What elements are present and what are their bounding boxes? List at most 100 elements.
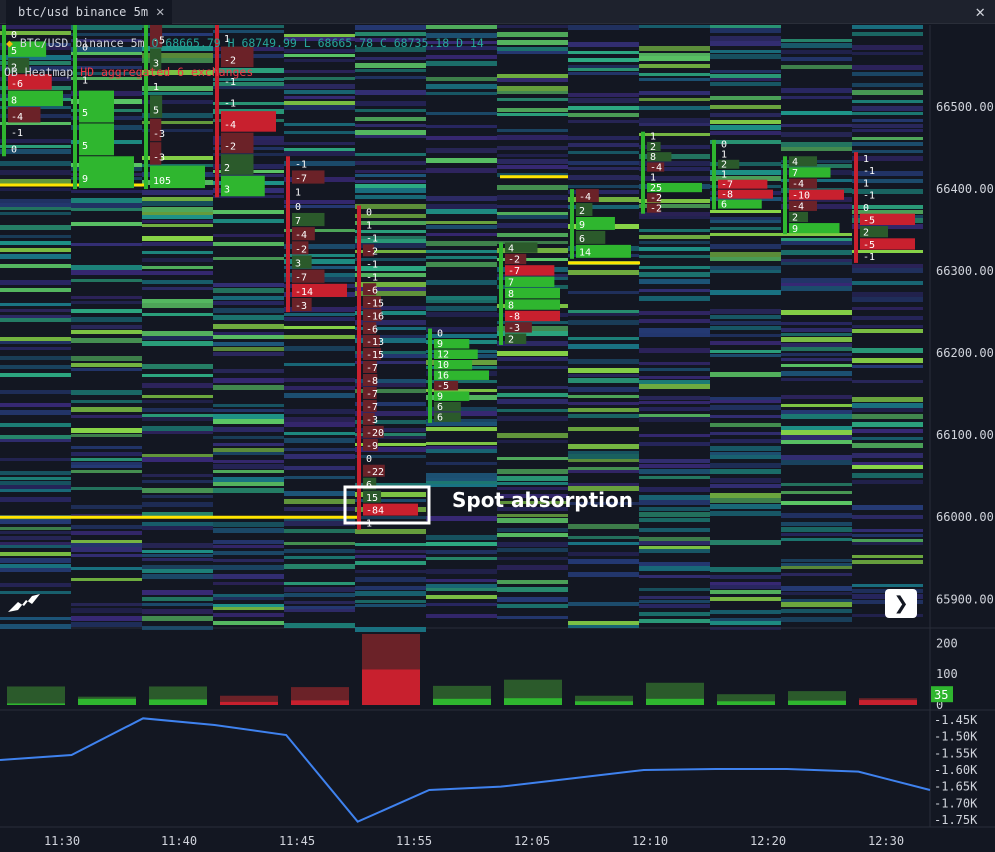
symbol-label[interactable]: BTC/USD binance 5m (19, 36, 145, 50)
heatmap-band (213, 352, 284, 356)
delta-label: 0 (863, 203, 869, 214)
delta-label: 2 (792, 213, 798, 224)
delta-cell (647, 152, 672, 162)
heatmap-band (0, 55, 71, 60)
heatmap-band (639, 414, 710, 417)
heatmap-band (852, 119, 923, 122)
heatmap-band (497, 366, 568, 369)
heatmap-band (497, 321, 568, 324)
heatmap-band (284, 448, 355, 451)
heatmap-band (213, 25, 284, 28)
heatmap-band (497, 469, 568, 474)
delta-cell (363, 464, 385, 477)
delta-cell (79, 90, 114, 123)
heatmap-band (142, 287, 213, 290)
heatmap-band (568, 408, 639, 412)
heatmap-band (497, 482, 568, 485)
heatmap-band (781, 599, 852, 602)
heatmap-band (71, 52, 142, 55)
delta-label: -5 (863, 240, 875, 251)
heatmap-band (355, 402, 426, 406)
delta-cell (150, 25, 163, 48)
heatmap-band (142, 190, 213, 195)
close-icon[interactable]: ✕ (156, 4, 165, 20)
chart-area[interactable]: 052-68-4-1001559-5315-3-31051-2-1-1-4-22… (0, 25, 995, 852)
heatmap-band (142, 197, 213, 201)
heatmap-band (355, 243, 426, 248)
tradingview-logo-icon[interactable] (6, 590, 46, 614)
delta-label: -3 (295, 301, 307, 312)
delta-label: 9 (437, 339, 443, 350)
heatmap-label[interactable]: OB Heatmap (4, 65, 74, 79)
heatmap-band (426, 473, 497, 478)
heatmap-band (213, 332, 284, 335)
heatmap-band (0, 552, 71, 556)
heatmap-band (142, 526, 213, 530)
heatmap-band (497, 258, 568, 261)
heatmap-band (71, 543, 142, 547)
heatmap-band (142, 383, 213, 388)
heatmap-band (355, 492, 426, 497)
heatmap-band (426, 419, 497, 422)
delta-label: 14 (579, 248, 591, 259)
heatmap-band (639, 500, 710, 505)
heatmap-band (639, 537, 710, 541)
heatmap-band (213, 257, 284, 260)
heatmap-band (710, 252, 781, 257)
heatmap-band (355, 389, 426, 393)
heatmap-band (568, 395, 639, 398)
heatmap-band (284, 623, 355, 628)
heatmap-band (497, 233, 568, 237)
heatmap-band (142, 400, 213, 403)
heatmap-band (355, 239, 426, 243)
heatmap-band (0, 558, 71, 563)
heatmap-band (426, 550, 497, 554)
delta-label: 0 (366, 208, 372, 219)
heatmap-band (142, 33, 213, 36)
heatmap-band (781, 483, 852, 486)
heatmap-band (497, 212, 568, 215)
heatmap-band (710, 582, 781, 585)
delta-label: 1 (721, 150, 727, 161)
chevron-right-icon[interactable]: ❯ (885, 589, 917, 618)
heatmap-band (568, 542, 639, 545)
cvd-tick: -1.75K (934, 813, 978, 827)
delta-cell (292, 283, 347, 297)
delta-cell (292, 269, 325, 283)
heatmap-band (355, 195, 426, 199)
delta-cell (789, 200, 817, 211)
heatmap-band (639, 311, 710, 315)
heatmap-band (497, 542, 568, 547)
heatmap-band (284, 326, 355, 329)
chart-tab[interactable]: btc/usd binance 5m ✕ (6, 0, 173, 24)
delta-cell (718, 189, 773, 199)
delta-cell (860, 238, 915, 250)
heatmap-band (213, 404, 284, 407)
heatmap-band (355, 379, 426, 383)
heatmap-band (497, 98, 568, 101)
heatmap-band (639, 362, 710, 365)
close-icon[interactable]: ✕ (975, 2, 985, 21)
heatmap-band (639, 216, 710, 219)
delta-cell (363, 386, 377, 399)
heatmap-band (284, 84, 355, 89)
heatmap-band (639, 333, 710, 337)
delta-label: 0 (366, 454, 372, 465)
delta-cell (718, 159, 740, 169)
heatmap-band (781, 404, 852, 407)
heatmap-band (639, 241, 710, 244)
heatmap-band (710, 197, 781, 201)
heatmap-band (355, 161, 426, 165)
delta-cell (576, 230, 606, 244)
heatmap-band (0, 248, 71, 252)
heatmap-band (781, 426, 852, 430)
heatmap-band (284, 37, 355, 41)
heatmap-band (213, 427, 284, 432)
heatmap-band (710, 170, 781, 175)
heatmap-band (426, 442, 497, 445)
heatmap-band (497, 215, 568, 219)
delta-label: -9 (366, 441, 378, 452)
heatmap-band (355, 338, 426, 343)
heatmap-band (426, 125, 497, 128)
heatmap-band (213, 385, 284, 390)
